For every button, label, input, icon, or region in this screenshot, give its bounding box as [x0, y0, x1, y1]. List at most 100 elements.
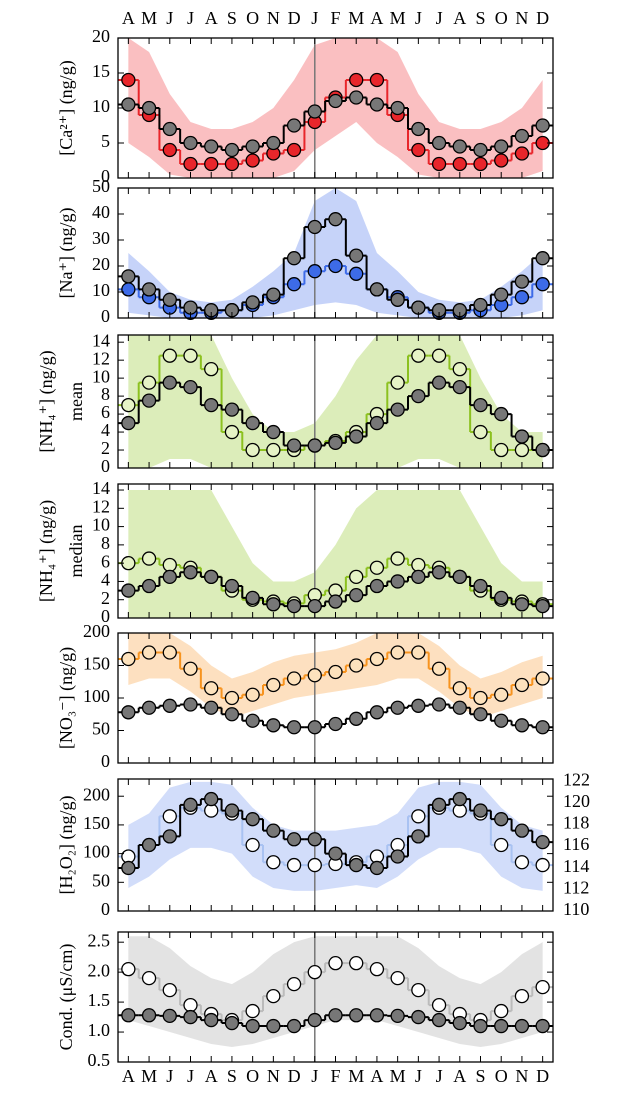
x-tick-label: J [166, 8, 173, 28]
marker [162, 982, 177, 998]
marker [514, 597, 530, 612]
marker [141, 970, 157, 986]
marker [141, 551, 157, 566]
y-tick-label: 8 [101, 533, 110, 553]
marker [473, 803, 488, 818]
marker [514, 290, 530, 305]
marker [162, 569, 177, 585]
marker [245, 687, 260, 702]
marker [514, 718, 530, 733]
marker [494, 442, 509, 458]
marker [349, 72, 364, 88]
marker [390, 700, 405, 715]
x-tick-label: O [246, 1066, 259, 1086]
marker [286, 142, 302, 158]
panel: 0 50 100 150 200 [NO₃⁻] (ng/g) [56, 621, 554, 771]
marker [535, 598, 550, 614]
x-tick-label: O [246, 8, 259, 28]
marker [141, 645, 157, 660]
marker [369, 282, 385, 297]
marker [307, 219, 322, 235]
y-tick-label: 2 [101, 438, 110, 458]
marker [286, 118, 302, 133]
marker [121, 72, 136, 88]
marker [286, 277, 302, 292]
marker [494, 1003, 509, 1019]
marker [349, 90, 364, 105]
marker [473, 297, 488, 313]
marker [141, 578, 157, 594]
marker [369, 560, 385, 575]
marker [307, 964, 322, 980]
marker [286, 976, 302, 992]
y2-tick-label: 110 [563, 899, 589, 919]
y2-tick-label: 116 [563, 834, 589, 854]
y-tick-label: 200 [83, 784, 110, 804]
marker [307, 1012, 322, 1028]
marker [307, 598, 322, 614]
x-tick-label: M [141, 1066, 157, 1086]
x-tick-label: J [436, 8, 443, 28]
marker [162, 375, 177, 390]
marker [245, 415, 260, 431]
y-tick-label: 20 [92, 254, 110, 274]
x-tick-label: A [122, 8, 135, 28]
marker [266, 823, 281, 838]
y-tick-label: 12 [92, 348, 110, 368]
marker [204, 397, 219, 413]
step-riser [137, 963, 534, 1021]
marker [141, 282, 157, 297]
marker [183, 379, 198, 395]
marker [266, 855, 281, 870]
marker [204, 791, 219, 807]
marker [473, 142, 488, 158]
y-tick-label: 0 [101, 456, 110, 476]
marker [431, 697, 447, 712]
marker [183, 661, 198, 676]
step-riser [137, 652, 534, 698]
marker [328, 664, 343, 680]
step-riser [158, 1015, 472, 1027]
marker [452, 156, 467, 172]
y-tick-label: 2.0 [88, 960, 111, 980]
marker [286, 598, 302, 614]
marker [162, 348, 177, 363]
x-tick-label: F [330, 1066, 340, 1086]
marker [328, 956, 343, 971]
marker [245, 139, 260, 154]
marker [431, 997, 447, 1013]
marker [431, 1012, 447, 1028]
marker [452, 379, 467, 395]
marker [266, 287, 281, 302]
marker [121, 97, 136, 112]
x-tick-label: O [495, 8, 508, 28]
marker [411, 348, 426, 363]
marker [349, 711, 364, 726]
marker [121, 415, 136, 431]
y-tick-label: 0 [101, 606, 110, 626]
marker [349, 956, 364, 971]
marker [141, 700, 157, 715]
x-tick-label: A [370, 1066, 383, 1086]
marker [286, 857, 302, 873]
step-riser [137, 80, 534, 164]
y-tick-label: 0 [101, 751, 110, 771]
marker [141, 375, 157, 390]
x-tick-label: D [288, 8, 301, 28]
marker [307, 720, 322, 735]
x-tick-label: D [536, 1066, 549, 1086]
x-tick-label: J [415, 8, 422, 28]
y-tick-label: 14 [92, 478, 110, 498]
marker [224, 803, 240, 818]
marker [349, 266, 364, 281]
marker [535, 251, 550, 266]
uncertainty-band [128, 188, 543, 318]
marker [452, 681, 467, 696]
x-tick-label: J [166, 1066, 173, 1086]
marker [183, 156, 198, 172]
marker [266, 677, 281, 693]
marker [328, 212, 343, 227]
y-tick-label: 20 [92, 26, 110, 46]
